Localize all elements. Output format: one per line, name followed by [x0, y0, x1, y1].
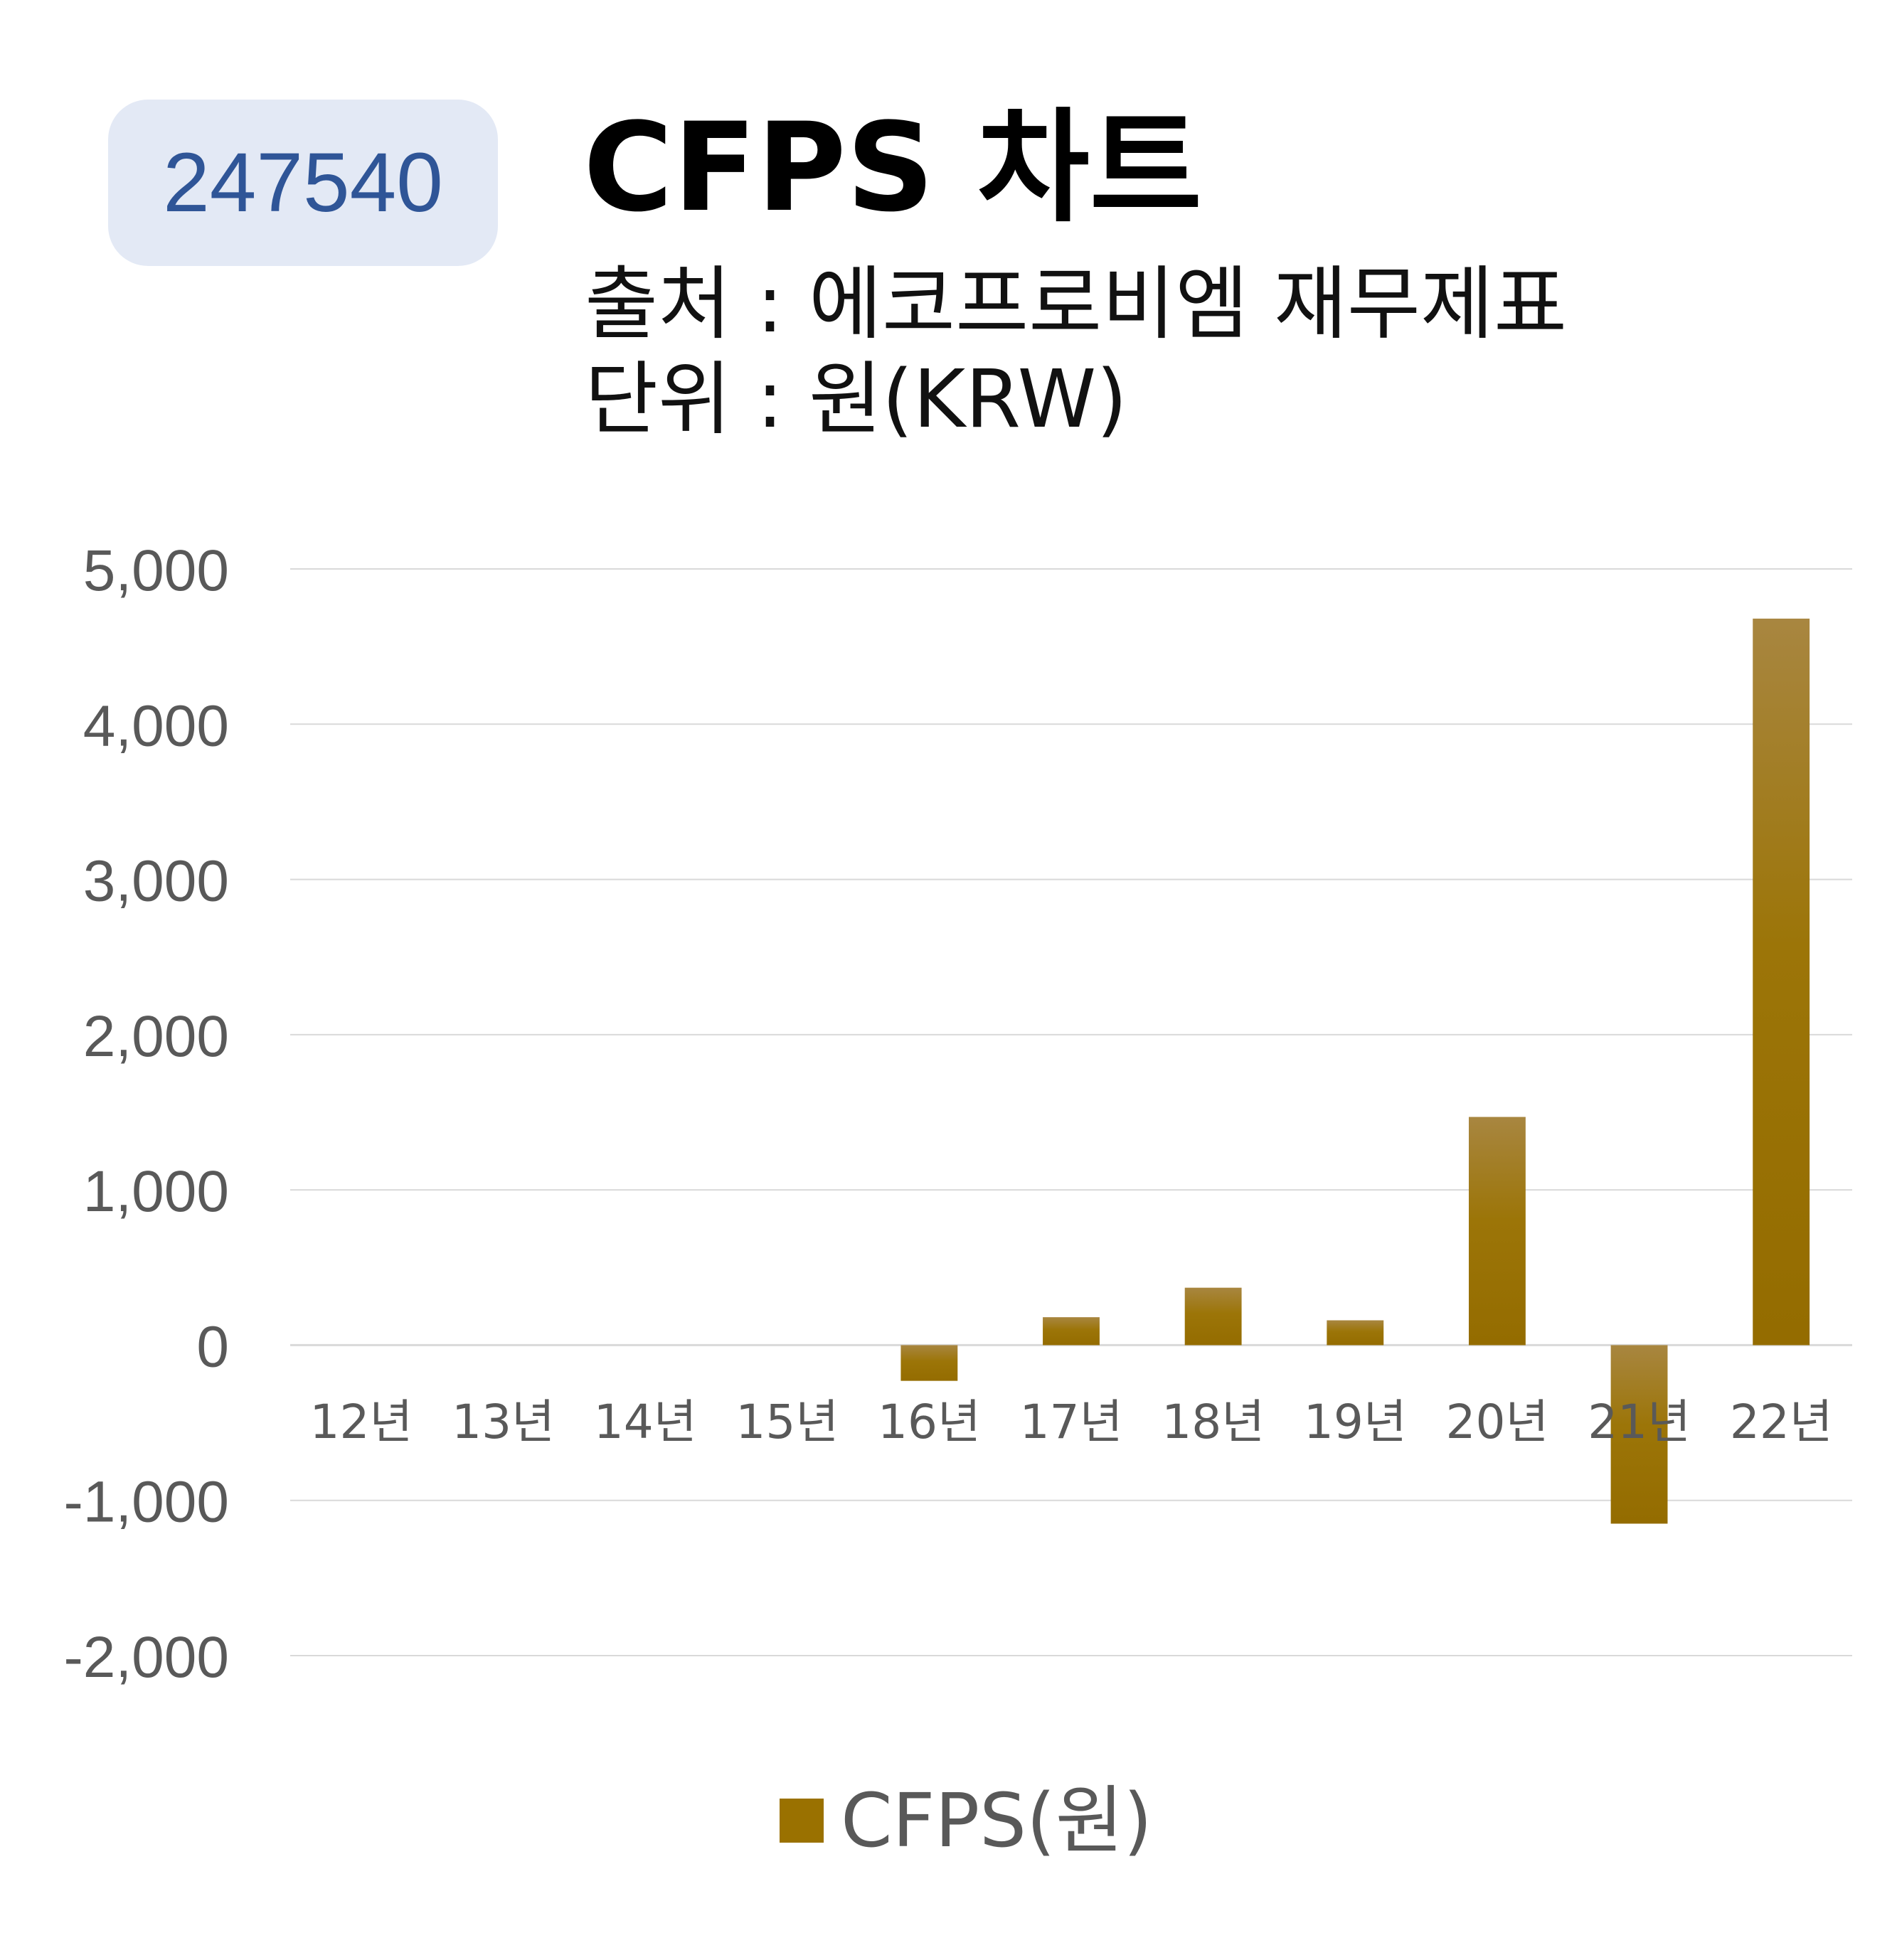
source-note: 출처 : 에코프로비엠 재무제표 — [585, 258, 1568, 351]
y-tick-label: 1,000 — [83, 1159, 229, 1224]
y-axis-ticks: 5,000 4,000 3,000 2,000 1,000 0 -1,000 -2,000 — [63, 538, 229, 1690]
x-axis-ticks: 12년 13년 14년 15년 16년 17년 18년 19년 20년 21년 22년 — [309, 1395, 1832, 1449]
y-tick-label: 5,000 — [83, 538, 229, 603]
stock-code-text: 247540 — [163, 136, 443, 230]
unit-note: 단위 : 원(KRW) — [585, 353, 1127, 446]
chart-title: CFPS 차트 — [583, 96, 1203, 239]
y-tick-label: 3,000 — [83, 849, 229, 914]
legend: CFPS(원) — [780, 1784, 1152, 1858]
y-tick-label: -1,000 — [63, 1470, 229, 1535]
bar-20년 — [1468, 1117, 1526, 1346]
bar-16년 — [900, 1345, 958, 1381]
bars — [900, 618, 1810, 1524]
x-tick-label: 15년 — [735, 1395, 839, 1449]
x-tick-label: 18년 — [1162, 1395, 1265, 1449]
gridlines — [290, 568, 1852, 1656]
x-tick-label: 13년 — [452, 1395, 555, 1449]
legend-swatch — [780, 1799, 824, 1843]
bar-22년 — [1753, 618, 1810, 1346]
legend-label: CFPS(원) — [841, 1777, 1152, 1864]
x-tick-label: 12년 — [309, 1395, 413, 1449]
x-tick-label: 19년 — [1304, 1395, 1407, 1449]
x-tick-label: 14년 — [594, 1395, 697, 1449]
x-tick-label: 22년 — [1730, 1395, 1833, 1449]
stock-code-badge: 247540 — [108, 100, 498, 266]
y-tick-label: 2,000 — [83, 1004, 229, 1069]
y-tick-label: 4,000 — [83, 693, 229, 758]
bar-19년 — [1327, 1320, 1384, 1346]
x-tick-label: 20년 — [1446, 1395, 1549, 1449]
y-tick-label: -2,000 — [63, 1625, 229, 1690]
y-tick-label: 0 — [196, 1314, 229, 1379]
bar-21년 — [1610, 1345, 1668, 1524]
x-tick-label: 17년 — [1020, 1395, 1123, 1449]
bar-18년 — [1184, 1287, 1242, 1346]
x-tick-label: 16년 — [878, 1395, 981, 1449]
bar-17년 — [1043, 1317, 1100, 1346]
x-tick-label: 21년 — [1588, 1395, 1691, 1449]
